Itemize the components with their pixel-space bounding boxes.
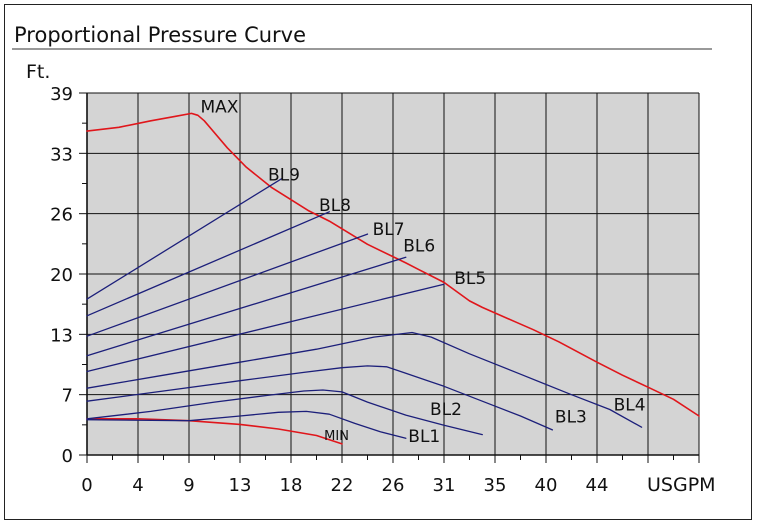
curve-label-bl3: BL3 [555,408,587,428]
y-tick-label: 20 [50,265,73,286]
series-line-bl9 [86,177,283,300]
x-tick-label: 0 [81,475,92,496]
series-line-bl8 [86,211,330,317]
curve-label-bl4: BL4 [614,395,646,415]
x-tick-label: 9 [183,475,194,496]
x-tick-label: 35 [484,475,507,496]
series-line-bl4 [86,331,643,428]
curve-label-min: MIN [324,429,349,444]
curve-label-bl5: BL5 [454,269,486,289]
y-tick-label: 7 [62,386,73,407]
series-line-bl2 [86,389,483,436]
y-tick-label: 13 [50,325,73,346]
series-line-bl1 [86,410,407,439]
curve-label-bl7: BL7 [373,220,405,240]
series-line-max [86,112,700,417]
curve-label-bl2: BL2 [430,400,462,420]
y-tick-label: 0 [62,446,73,467]
x-tick-label: 22 [331,475,354,496]
x-tick-label: 44 [586,475,609,496]
x-tick-label: 26 [382,475,405,496]
series-line-bl7 [86,233,369,337]
series-line-bl3 [86,365,554,431]
x-tick-label: 31 [433,475,456,496]
chart-title: Proportional Pressure Curve [14,23,306,47]
x-axis-unit: USGPM [647,474,716,496]
curve-label-max: MAX [200,97,238,117]
y-axis-unit: Ft. [26,61,50,83]
y-tick-label: 39 [50,84,73,105]
series-line-min [86,417,343,445]
x-tick-label: 40 [535,475,558,496]
y-tick-label: 26 [50,205,73,226]
curve-label-bl9: BL9 [268,165,300,185]
series-line-bl6 [86,256,407,357]
curve-label-bl1: BL1 [408,427,440,447]
curve-label-bl6: BL6 [403,237,435,257]
curve-label-bl8: BL8 [319,196,351,216]
x-tick-label: 13 [229,475,252,496]
y-tick-label: 33 [50,144,73,165]
x-tick-label: 4 [132,475,143,496]
x-tick-label: 18 [280,475,303,496]
series-line-bl5 [86,283,445,373]
